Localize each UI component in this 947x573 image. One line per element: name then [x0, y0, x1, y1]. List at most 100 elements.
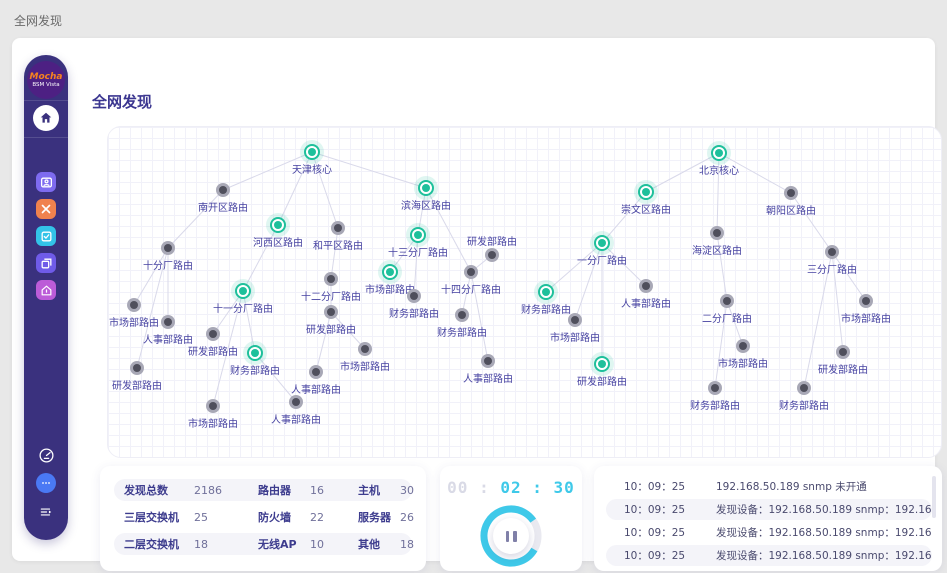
- topology-node-label: 研发部路由: [306, 325, 356, 336]
- log-message: 发现设备：192.168.50.189 snmp：192.168.50...: [716, 504, 932, 516]
- log-scrollbar[interactable]: [932, 476, 936, 518]
- stat-value: 16: [310, 483, 324, 497]
- sidebar-item-reports[interactable]: [36, 253, 56, 273]
- close-x-icon: [41, 204, 51, 214]
- topology-node[interactable]: [382, 264, 398, 280]
- gauge-button[interactable]: [36, 445, 56, 465]
- topology-node[interactable]: [334, 224, 342, 232]
- topology-node[interactable]: [488, 251, 496, 259]
- topology-node-label: 滨海区路由: [401, 201, 451, 212]
- timer-colon: :: [479, 478, 490, 497]
- alert-home-icon: [41, 285, 51, 295]
- timer-colon: :: [532, 478, 543, 497]
- brand-logo-text: Mocha: [29, 71, 63, 82]
- topology-node[interactable]: [638, 184, 654, 200]
- stat-label: 发现总数: [124, 484, 168, 497]
- topology-node-label: 十一分厂路由: [213, 304, 273, 315]
- stat-label: 其他: [358, 538, 380, 551]
- home-button[interactable]: [33, 105, 59, 131]
- topology-node[interactable]: [164, 244, 172, 252]
- timer-display: 00 : 02 : 30: [440, 478, 582, 497]
- topology-node-label: 市场部路由: [550, 333, 600, 344]
- pause-button[interactable]: [493, 518, 529, 554]
- topology-node[interactable]: [594, 356, 610, 372]
- topology-node[interactable]: [327, 308, 335, 316]
- stat-value: 10: [310, 537, 324, 551]
- topology-node-label: 崇文区路由: [621, 205, 671, 216]
- gauge-icon: [38, 447, 54, 463]
- timer-card: 00 : 02 : 30: [440, 466, 582, 571]
- topology-node-label: 河西区路由: [253, 238, 303, 249]
- topology-node-label: 人事部路由: [463, 374, 513, 385]
- stat-label: 二层交换机: [124, 538, 179, 551]
- timer-seconds: 30: [553, 478, 575, 497]
- topology-node-label: 十二分厂路由: [301, 292, 361, 303]
- sidebar-item-topology[interactable]: [36, 199, 56, 219]
- topology-node[interactable]: [247, 345, 263, 361]
- topology-node[interactable]: [828, 248, 836, 256]
- topology-node-label: 财务部路由: [779, 401, 829, 412]
- topology-panel[interactable]: 天津核心 南开区路由 河西区路由 和平区路由 滨海区路由 十分厂路由 市场部路由 人事部路由研…: [107, 126, 942, 458]
- topology-node[interactable]: [800, 384, 808, 392]
- topology-node[interactable]: [235, 283, 251, 299]
- topology-node[interactable]: [164, 318, 172, 326]
- topology-node[interactable]: [312, 368, 320, 376]
- topology-node[interactable]: [418, 180, 434, 196]
- topology-node[interactable]: [862, 297, 870, 305]
- topology-node[interactable]: [787, 189, 795, 197]
- log-timestamp: 10：09：25: [624, 550, 686, 562]
- stat-value: 25: [194, 510, 208, 524]
- topology-node-label: 财务部路由: [690, 401, 740, 412]
- topology-node[interactable]: [571, 316, 579, 324]
- sidebar-divider: [24, 100, 68, 101]
- topology-node[interactable]: [713, 229, 721, 237]
- topology-node-label: 研发部路由: [818, 365, 868, 376]
- topology-node[interactable]: [209, 402, 217, 410]
- stats-row: 发现总数 2186 路由器 16 主机 30: [114, 479, 414, 501]
- topology-node[interactable]: [467, 268, 475, 276]
- topology-node[interactable]: [270, 217, 286, 233]
- topology-node[interactable]: [458, 311, 466, 319]
- topology-node[interactable]: [219, 186, 227, 194]
- stats-row: 二层交换机 18 无线AP 10 其他 18: [114, 533, 414, 555]
- sidebar-item-tasks[interactable]: [36, 226, 56, 246]
- topology-node[interactable]: [361, 345, 369, 353]
- topology-node[interactable]: [594, 235, 610, 251]
- topology-node[interactable]: [130, 301, 138, 309]
- topology-node[interactable]: [410, 227, 426, 243]
- stat-value: 26: [400, 510, 414, 524]
- sidebar-item-monitor[interactable]: [36, 172, 56, 192]
- topology-node-label: 市场部路由: [841, 314, 891, 325]
- sidebar-item-alerts[interactable]: [36, 280, 56, 300]
- topology-node-label: 和平区路由: [313, 241, 363, 252]
- topology-node[interactable]: [538, 284, 554, 300]
- topology-node[interactable]: [642, 282, 650, 290]
- stat-value: 18: [400, 537, 414, 551]
- sidebar-divider: [24, 137, 68, 138]
- topology-node-label: 研发部路由: [467, 237, 517, 248]
- topology-node[interactable]: [711, 145, 727, 161]
- topology-node[interactable]: [839, 348, 847, 356]
- topology-node[interactable]: [327, 275, 335, 283]
- log-timestamp: 10：09：25: [624, 504, 686, 516]
- log-timestamp: 10：09：25: [624, 527, 686, 539]
- topology-node[interactable]: [304, 144, 320, 160]
- ellipsis-icon: [42, 482, 50, 484]
- stat-label: 路由器: [258, 484, 291, 497]
- topology-node-label: 二分厂路由: [702, 314, 752, 325]
- monitor-user-icon: [40, 177, 52, 187]
- topology-node[interactable]: [723, 297, 731, 305]
- more-button[interactable]: [36, 473, 56, 493]
- log-rows: 10：09：25 192.168.50.189 snmp 未开通 10：09：25 发…: [606, 476, 932, 566]
- topology-node[interactable]: [292, 398, 300, 406]
- topology-node[interactable]: [133, 364, 141, 372]
- stats-rows: 发现总数 2186 路由器 16 主机 30 三层交换机 25 防火墙 22 服务器 26 二层交换机 1…: [114, 479, 414, 555]
- topology-node[interactable]: [484, 357, 492, 365]
- topology-node-label: 海淀区路由: [692, 246, 742, 257]
- list-button[interactable]: [36, 502, 56, 522]
- topology-node[interactable]: [711, 384, 719, 392]
- topology-node[interactable]: [209, 330, 217, 338]
- topology-node[interactable]: [410, 292, 418, 300]
- topology-node[interactable]: [739, 342, 747, 350]
